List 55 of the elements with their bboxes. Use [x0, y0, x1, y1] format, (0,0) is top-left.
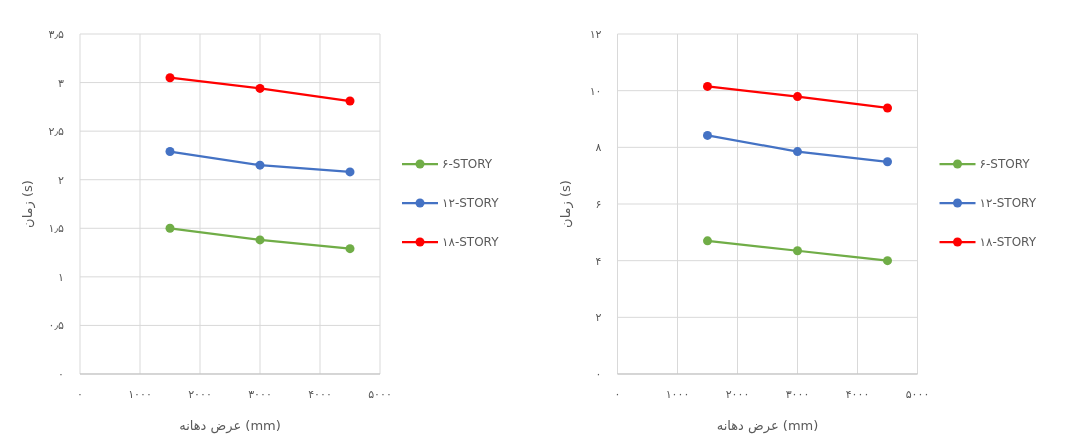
x-axis-title: عرض دهانه (mm): [716, 418, 819, 434]
legend-label: ۱۸-STORY: [979, 235, 1037, 249]
point: [345, 244, 355, 254]
legend-label: ۱۸-STORY: [442, 235, 500, 249]
point: [165, 147, 175, 157]
y-tick-label: ۲: [58, 173, 65, 187]
x-tick-label: ۰: [614, 388, 621, 401]
point: [703, 236, 712, 246]
x-tick-label: ۲۰۰۰: [725, 388, 750, 401]
point: [883, 103, 892, 113]
y-tick-label: ۰٫۵: [48, 319, 65, 333]
y-tick-label: ۸: [595, 141, 602, 155]
y-axis-title: زمان (s): [557, 180, 574, 228]
legend-label: ۱۲-STORY: [442, 196, 500, 210]
point: [165, 73, 175, 83]
legend-label: ۱۲-STORY: [979, 196, 1037, 210]
y-tick-label: ۰: [58, 368, 64, 381]
x-tick-label: ۳۰۰۰: [785, 388, 810, 401]
x-tick-label: ۱۰۰۰: [128, 388, 152, 401]
y-tick-label: ۴: [595, 254, 602, 268]
y-tick-label: ۱۲: [589, 28, 602, 41]
y-tick-label: ۱٫۵: [48, 222, 65, 236]
x-tick-label: ۲۰۰۰: [188, 388, 212, 401]
x-tick-label: ۰: [77, 388, 83, 401]
point: [883, 256, 892, 266]
point: [255, 83, 265, 93]
legend-label: ۶-STORY: [442, 157, 493, 171]
y-tick-label: ۳٫۵: [48, 28, 65, 41]
x-tick-label: ۵۰۰۰: [368, 388, 392, 401]
y-tick-label: ۶: [595, 198, 602, 211]
y-tick-label: ۲: [595, 311, 602, 325]
x-axis-title: عرض دهانه (mm): [179, 418, 281, 434]
x-tick-label: ۳۰۰۰: [248, 388, 272, 401]
y-axis-title: زمان (s): [20, 180, 36, 228]
y-tick-label: ۱۰: [589, 84, 602, 98]
point: [793, 246, 802, 256]
x-tick-label: ۴۰۰۰: [845, 388, 870, 401]
point: [345, 96, 355, 106]
point: [793, 92, 802, 102]
x-tick-label: ۱۰۰۰: [665, 388, 690, 401]
y-tick-label: ۲٫۵: [48, 125, 65, 139]
point: [255, 160, 265, 170]
point: [703, 81, 712, 91]
point: [703, 130, 712, 140]
y-tick-label: ۱: [58, 270, 64, 284]
legend-label: ۶-STORY: [979, 157, 1031, 171]
point: [345, 167, 355, 177]
x-tick-label: ۵۰۰۰: [905, 388, 930, 401]
y-tick-label: ۳: [58, 76, 65, 90]
x-tick-label: ۴۰۰۰: [308, 388, 332, 401]
y-tick-label: ۰: [595, 368, 602, 381]
point: [255, 235, 265, 245]
point: [165, 223, 175, 233]
point: [793, 147, 802, 157]
point: [883, 157, 892, 167]
